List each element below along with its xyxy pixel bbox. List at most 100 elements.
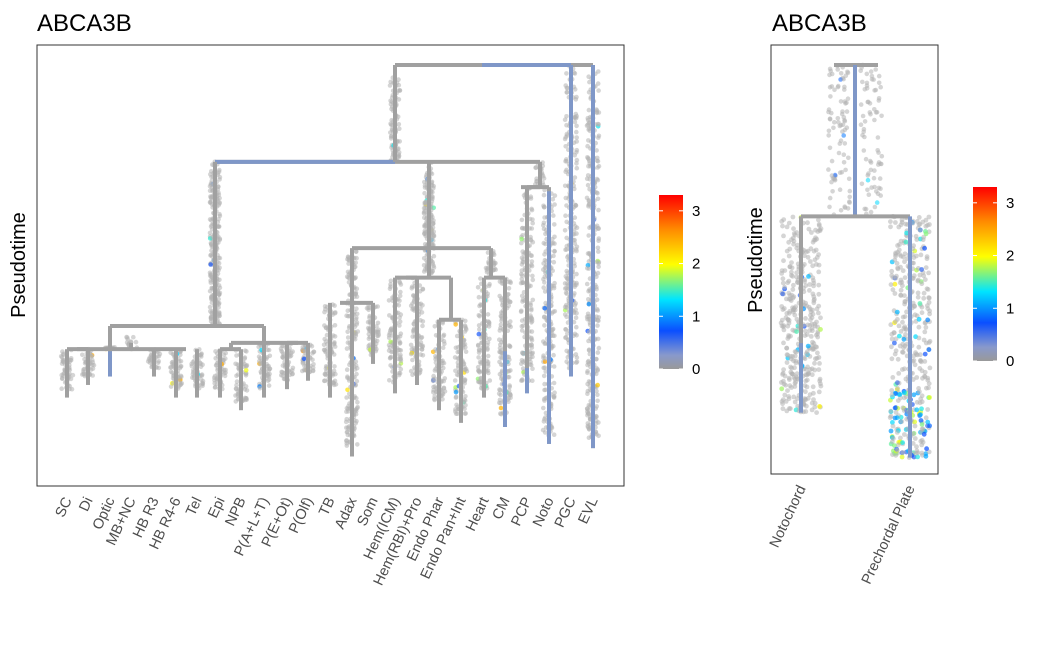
cell-point (803, 409, 809, 414)
cell-point (485, 294, 490, 299)
cell-point (926, 449, 932, 455)
cell-point (208, 316, 214, 321)
colorbar-tick-label: 3 (692, 203, 700, 220)
cell-point (353, 382, 358, 388)
cell-point (574, 247, 579, 252)
cell-point (485, 319, 491, 324)
cell-point (354, 378, 360, 384)
cell-point (781, 367, 786, 372)
cell-point (915, 294, 921, 300)
cell-point (816, 221, 822, 227)
cell-point (901, 395, 907, 401)
cell-point (353, 421, 359, 426)
cell-point (542, 365, 548, 371)
x-tick-label-2: Prechordal Plate (859, 483, 919, 587)
cell-point (586, 297, 591, 302)
cell-point (898, 329, 904, 334)
cell-point (859, 181, 865, 187)
cell-point (808, 312, 813, 318)
cell-point (868, 69, 874, 74)
cell-point (492, 260, 497, 266)
cell-point (80, 372, 85, 377)
cell-point (919, 281, 925, 287)
cell-point (786, 220, 792, 226)
cell-point (893, 336, 899, 342)
cell-point (920, 237, 926, 243)
cell-point (794, 270, 800, 276)
cell-point (530, 220, 535, 226)
cell-point (572, 175, 578, 180)
cell-point (911, 255, 917, 260)
cell-point (541, 192, 547, 198)
cell-point (813, 247, 819, 253)
cell-point (430, 378, 436, 384)
cell-point (498, 325, 503, 331)
cell-point (593, 356, 599, 362)
cell-point (843, 167, 848, 173)
cell-point (780, 372, 785, 377)
cell-point (551, 352, 556, 358)
cell-point (810, 384, 816, 390)
cell-point (890, 423, 896, 429)
cell-point (411, 328, 416, 334)
cell-point (586, 348, 592, 353)
cell-point (396, 303, 402, 308)
lineage-tree-branches-2 (799, 63, 912, 458)
cell-point (429, 241, 435, 247)
cell-point (330, 333, 336, 338)
cell-point (596, 122, 601, 127)
cell-point (841, 160, 847, 165)
cell-point (564, 275, 570, 281)
cell-point (398, 331, 404, 337)
cell-point (574, 324, 579, 330)
cell-point (344, 395, 349, 400)
cell-point (388, 102, 394, 107)
cell-point (790, 287, 796, 292)
cell-point (813, 227, 818, 233)
cell-point (190, 375, 195, 380)
colorbar-tick-label: 2 (692, 256, 700, 273)
cell-point (586, 358, 591, 364)
cell-point (562, 312, 568, 317)
cell-point (541, 373, 547, 379)
cell-point (454, 333, 460, 339)
cell-point (208, 309, 213, 314)
cell-point (302, 363, 307, 369)
cell-point (900, 319, 905, 325)
cell-point (530, 297, 536, 303)
cell-point (786, 318, 792, 323)
cell-point (919, 426, 925, 432)
cell-point (902, 432, 907, 437)
cell-point (912, 436, 918, 441)
cell-point (888, 219, 893, 225)
cell-point (845, 96, 851, 101)
cell-point (586, 427, 592, 432)
cell-point (916, 335, 922, 341)
cell-point (829, 179, 834, 185)
cell-point (586, 435, 592, 441)
cell-point (916, 344, 922, 350)
cell-point (353, 260, 359, 266)
cell-point (209, 248, 214, 253)
cell-point (841, 76, 846, 82)
colorbar-tick-label: 3 (1006, 195, 1014, 212)
cell-point (345, 335, 351, 340)
cell-point (919, 437, 925, 443)
cell-point (888, 282, 894, 287)
cell-point (551, 432, 557, 438)
cell-point (497, 359, 502, 365)
cell-point (323, 371, 328, 377)
cell-point (344, 346, 350, 351)
cell-point (398, 282, 404, 287)
cell-point (155, 354, 160, 359)
cell-point (782, 284, 787, 290)
cell-point (818, 226, 824, 232)
cell-point (208, 240, 214, 246)
cell-point (453, 409, 458, 414)
cell-point (543, 369, 548, 374)
cell-point (784, 224, 790, 230)
cell-point (838, 99, 844, 104)
colorbar-2: 0 1 2 3 (973, 187, 1014, 370)
cell-point (594, 109, 599, 115)
cell-point (586, 90, 592, 95)
